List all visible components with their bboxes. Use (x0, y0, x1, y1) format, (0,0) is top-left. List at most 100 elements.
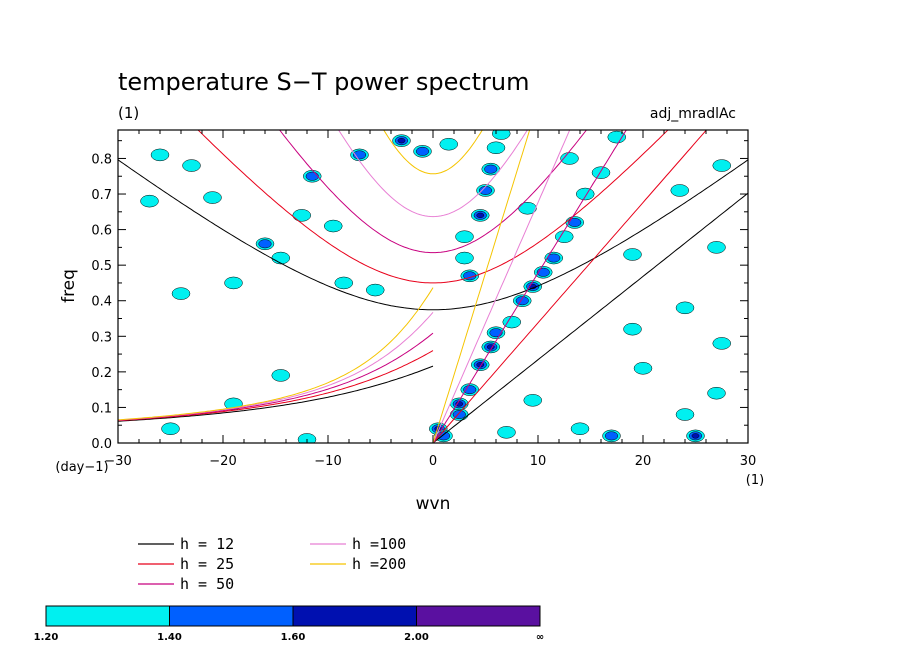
contour-blob (484, 164, 498, 174)
contour-blob (455, 251, 474, 265)
dispersion-curve-layer (118, 130, 748, 443)
colorbar-label: 1.20 (34, 632, 59, 643)
contour-blob (334, 276, 353, 290)
contour-blob (492, 130, 511, 140)
y-tick-label: 0.8 (91, 152, 112, 167)
kelvin-wave-curve (432, 130, 627, 443)
legend-label: h = 25 (180, 555, 234, 573)
y-tick-label: 0.0 (91, 437, 112, 452)
inertia-gravity-curve (278, 130, 588, 254)
contour-blob (455, 230, 474, 243)
y-axis-label: freq (59, 269, 79, 303)
colorbar-swatch (416, 605, 541, 627)
colorbar: 1.20 1.40 1.60 2.00 ∞ (34, 605, 544, 643)
subtitle-right: adj_mradlAc (650, 106, 736, 122)
kelvin-wave-curve (432, 130, 531, 443)
y-tick-label: 0.3 (91, 330, 112, 345)
contour-blob (497, 426, 516, 439)
colorbar-label: 2.00 (404, 632, 429, 643)
contour-blob (161, 422, 180, 436)
y-tick-label: 0.1 (91, 401, 112, 416)
contour-blob (712, 159, 731, 172)
x-tick-label: 10 (530, 454, 547, 469)
contour-blob (568, 218, 582, 227)
colorbar-swatch (45, 605, 170, 627)
contour-blob (623, 322, 642, 336)
x-tick-label: −10 (314, 454, 341, 469)
contour-blob (675, 301, 695, 315)
x-unit-label: (1) (746, 473, 764, 488)
contour-blob (707, 386, 726, 400)
inertia-gravity-curve (338, 130, 528, 218)
contour-blob (489, 328, 503, 338)
contour-blob (712, 337, 731, 350)
contour-blob (150, 148, 170, 162)
contour-blob (570, 422, 590, 436)
colorbar-label: 1.60 (281, 632, 306, 643)
legend-label: h = 12 (180, 535, 234, 553)
contour-blob (366, 283, 385, 297)
contour-blob (415, 146, 430, 156)
contour-blob (324, 219, 343, 233)
contour-blob (439, 137, 458, 151)
y-tick-label: 0.2 (91, 366, 112, 381)
contour-blob (271, 251, 290, 265)
plot-frame (117, 129, 749, 444)
kelvin-wave-curve (432, 130, 571, 443)
chart-title: temperature S−T power spectrum (118, 68, 530, 96)
contour-blob (633, 362, 653, 375)
inertia-gravity-curve (197, 130, 669, 284)
y-tick-label: 0.7 (91, 188, 112, 203)
y-tick-label: 0.4 (91, 295, 112, 310)
y-tick-label: 0.6 (91, 224, 112, 239)
contour-blob (476, 212, 485, 219)
mixed-rossby-gravity-curve (118, 287, 434, 421)
kelvin-wave-curve (432, 192, 748, 443)
x-tick-label: 30 (740, 454, 757, 469)
colorbar-swatch (292, 605, 417, 627)
contour-blob (258, 239, 272, 249)
mixed-rossby-gravity-curve (118, 365, 434, 422)
contour-blob (560, 152, 579, 165)
kelvin-wave-curve (432, 130, 708, 443)
contour-blob (297, 433, 317, 443)
contour-blob (707, 241, 726, 254)
contour-blob (670, 184, 689, 197)
contour-blob (292, 209, 311, 222)
contour-blob (523, 394, 542, 407)
contour-fill-layer (140, 130, 731, 443)
x-tick-label: −20 (209, 454, 236, 469)
mixed-rossby-gravity-curve (118, 350, 434, 422)
contour-blob (591, 166, 611, 179)
legend: h = 12 h = 25 h = 50 h =100 h =200 (138, 535, 406, 593)
contour-blob (140, 194, 159, 208)
contour-blob (182, 159, 201, 172)
contour-blob (691, 433, 700, 439)
contour-blob (203, 191, 222, 204)
contour-blob (463, 385, 477, 395)
contour-blob (271, 369, 290, 382)
contour-blob (607, 130, 626, 144)
axis-ticks: −30 −20 −10 0 10 20 30 0.0 0.1 0.2 0.3 0.4 0.5 0.6 0.7… (91, 130, 756, 469)
inertia-gravity-curve (118, 159, 748, 311)
inertia-gravity-curve (383, 130, 483, 175)
legend-label: h =100 (352, 535, 406, 553)
y-unit-label: (day−1) (55, 460, 108, 475)
colorbar-label: 1.40 (157, 632, 182, 643)
contour-blob (224, 276, 243, 290)
contour-blob (486, 141, 506, 155)
contour-blob (675, 408, 695, 421)
contour-blob (305, 171, 319, 181)
y-tick-label: 0.5 (91, 259, 112, 274)
contour-blob (397, 138, 406, 144)
subtitle-left: (1) (118, 104, 139, 122)
legend-label: h = 50 (180, 575, 234, 593)
colorbar-swatch (169, 605, 294, 627)
x-axis-label: wvn (416, 494, 451, 514)
colorbar-label: ∞ (536, 632, 544, 643)
contour-blob (576, 187, 595, 201)
contour-blob (171, 287, 191, 300)
legend-label: h =200 (352, 555, 406, 573)
x-tick-label: −30 (104, 454, 131, 469)
